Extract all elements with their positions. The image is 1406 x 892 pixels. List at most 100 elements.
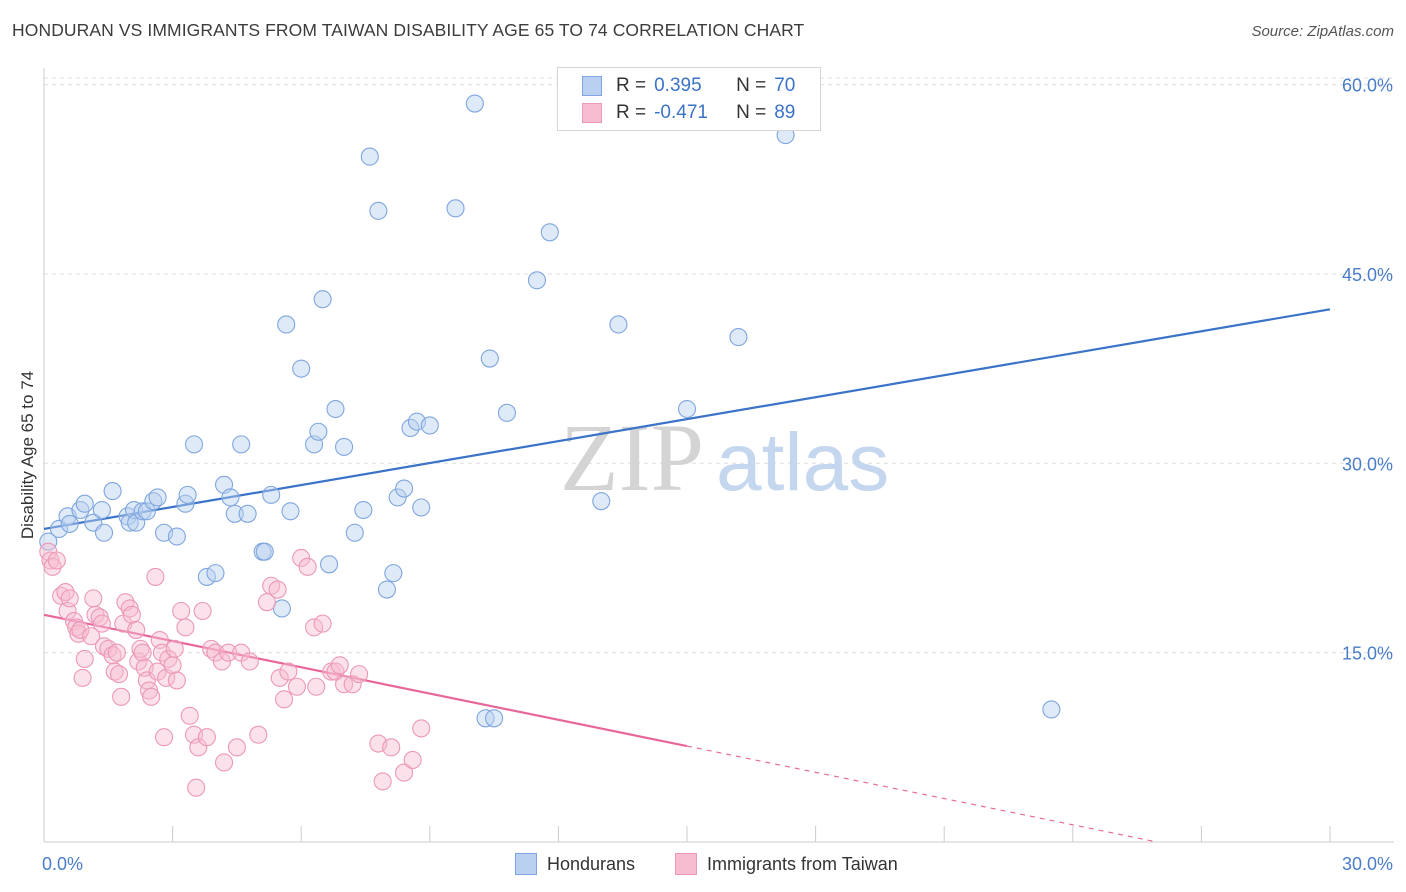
point-hondurans: [127, 513, 146, 532]
trend-lines: [43, 308, 1331, 843]
point-hondurans: [609, 315, 628, 334]
point-hondurans: [49, 519, 69, 539]
point-taiwan: [92, 614, 111, 633]
point-hondurans: [377, 580, 396, 599]
y-tick-label: 60.0%: [1342, 76, 1393, 96]
point-hondurans: [225, 504, 244, 523]
legend-n-label: N =: [736, 75, 767, 96]
point-hondurans: [39, 532, 58, 551]
point-taiwan: [146, 567, 165, 586]
point-hondurans: [320, 555, 339, 574]
point-taiwan: [249, 725, 268, 744]
point-taiwan: [219, 643, 238, 662]
point-taiwan: [275, 690, 294, 709]
point-hondurans: [354, 500, 373, 520]
watermark-atlas: atlas: [716, 417, 889, 508]
point-taiwan: [403, 750, 422, 770]
point-taiwan: [227, 738, 246, 757]
point-hondurans: [360, 147, 379, 166]
point-hondurans: [232, 435, 251, 454]
point-taiwan: [373, 772, 392, 791]
point-taiwan: [167, 671, 186, 690]
legend-r-label: R =: [616, 102, 647, 123]
point-taiwan: [298, 557, 317, 576]
point-taiwan: [47, 551, 66, 570]
data-points: [39, 84, 1061, 797]
y-tick-label: 45.0%: [1342, 265, 1393, 285]
point-taiwan: [112, 687, 131, 706]
point-taiwan: [84, 589, 103, 608]
point-taiwan: [82, 627, 101, 646]
point-taiwan: [268, 580, 287, 599]
point-taiwan: [206, 643, 225, 662]
point-taiwan: [75, 649, 94, 669]
point-taiwan: [71, 620, 90, 639]
point-hondurans: [281, 502, 300, 521]
point-taiwan: [197, 728, 216, 747]
point-hondurans: [388, 488, 407, 507]
point-hondurans: [335, 437, 354, 456]
point-hondurans: [369, 201, 388, 220]
point-taiwan: [142, 687, 161, 706]
x-tick-label: 30.0%: [1342, 854, 1393, 874]
point-hondurans: [176, 494, 195, 513]
legend-n-value: 89: [774, 102, 796, 123]
point-hondurans: [309, 422, 328, 441]
point-hondurans: [292, 359, 311, 378]
point-hondurans: [412, 498, 431, 517]
point-taiwan: [305, 618, 324, 637]
point-hondurans: [677, 399, 697, 419]
point-taiwan: [107, 643, 126, 662]
y-tick-label: 15.0%: [1342, 644, 1393, 664]
point-taiwan: [163, 656, 182, 675]
point-taiwan: [292, 548, 311, 568]
point-hondurans: [277, 315, 296, 334]
trend-line-taiwan-extension: [686, 745, 1158, 843]
point-hondurans: [540, 223, 559, 242]
point-hondurans: [148, 488, 167, 507]
bottom-legend-swatch-pink: [675, 853, 697, 875]
legend-r-value: -0.471: [654, 102, 708, 123]
watermark: ZIP atlas: [560, 404, 889, 511]
point-hondurans: [178, 485, 197, 504]
point-hondurans: [729, 328, 748, 347]
point-taiwan: [187, 778, 206, 797]
point-taiwan: [154, 728, 174, 747]
point-hondurans: [485, 709, 504, 728]
point-hondurans: [103, 482, 122, 501]
point-hondurans: [255, 542, 274, 561]
point-taiwan: [412, 719, 431, 738]
point-taiwan: [307, 677, 326, 696]
point-taiwan: [172, 601, 191, 621]
point-taiwan: [287, 677, 306, 696]
point-hondurans: [137, 502, 156, 521]
point-taiwan: [343, 675, 362, 694]
legend-row-hondurans: R = 0.395 N = 70: [582, 73, 795, 99]
point-hondurans: [184, 435, 204, 454]
legend-r-label: R =: [616, 75, 647, 96]
point-taiwan: [165, 639, 184, 658]
point-taiwan: [240, 652, 259, 671]
point-hondurans: [420, 416, 439, 435]
point-hondurans: [60, 514, 79, 533]
point-hondurans: [527, 271, 547, 290]
legend-swatch-pink: [582, 103, 602, 123]
point-taiwan: [382, 738, 401, 757]
point-hondurans: [238, 504, 257, 523]
point-hondurans: [497, 403, 517, 422]
point-hondurans: [92, 500, 111, 520]
point-hondurans: [313, 290, 332, 309]
chart-title: HONDURAN VS IMMIGRANTS FROM TAIWAN DISAB…: [12, 20, 805, 40]
trend-line-hondurans: [43, 308, 1331, 531]
point-hondurans: [221, 488, 240, 507]
point-taiwan: [193, 601, 212, 621]
point-hondurans: [384, 564, 403, 583]
point-taiwan: [330, 656, 349, 675]
point-taiwan: [73, 668, 92, 687]
legend-n-value: 70: [774, 75, 796, 96]
point-taiwan: [279, 662, 298, 681]
legend-row-taiwan: R = -0.471 N = 89: [582, 100, 795, 126]
point-hondurans: [592, 492, 611, 511]
point-hondurans: [197, 567, 216, 586]
